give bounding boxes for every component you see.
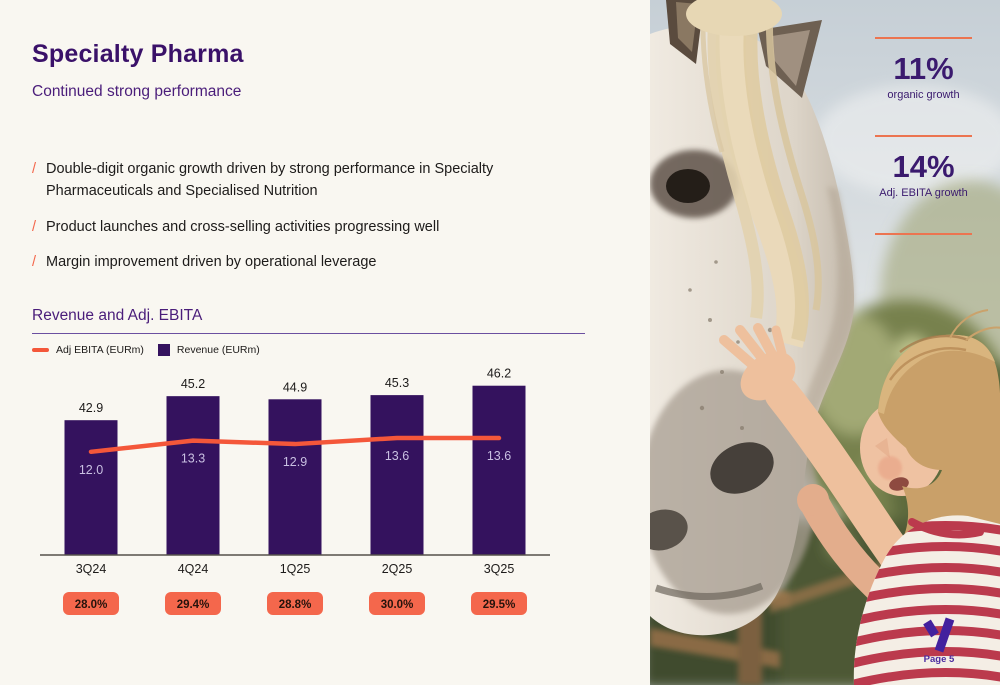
revenue-value-label: 42.9	[79, 401, 103, 415]
photo-panel: 11% organic growth 14% Adj. EBITA growth…	[650, 0, 1000, 685]
line-series-swatch	[32, 348, 49, 352]
ebita-value-label: 13.6	[487, 449, 511, 463]
brand-block: Page 5	[920, 617, 958, 665]
vimian-v-logo-icon	[923, 617, 955, 653]
kpi-value-organic-growth: 11%	[893, 51, 954, 86]
margin-badge	[471, 592, 527, 615]
bullet-text: Product launches and cross-selling activ…	[46, 218, 440, 235]
revenue-value-label: 45.3	[385, 376, 409, 390]
kpi-label-organic-growth: organic growth	[887, 89, 960, 102]
content-panel: Specialty Pharma Continued strong perfor…	[32, 40, 620, 615]
bullet-text: Margin improvement driven by operational…	[46, 254, 377, 271]
revenue-value-label: 45.2	[181, 377, 205, 391]
kpi-divider	[875, 233, 972, 236]
revenue-ebita-chart: 42.9 3Q24 45.2 4Q24 44.9 1Q25 45.3 2Q25 46.2 3Q25…	[40, 367, 550, 615]
revenue-bar	[370, 395, 424, 555]
page-subtitle: Continued strong performance	[32, 83, 242, 100]
ebita-value-label: 13.6	[385, 449, 409, 463]
bar-series-swatch	[157, 344, 170, 356]
bullet-text: Double-digit organic growth driven by st…	[46, 161, 494, 199]
margin-badge	[267, 592, 323, 615]
ebita-value-label: 13.3	[181, 452, 205, 466]
bar-series-label: Revenue (EURm)	[176, 344, 260, 356]
bullet-item: / Product launches and cross-selling act…	[32, 217, 512, 239]
margin-badge	[369, 592, 425, 615]
bullet-item: / Margin improvement driven by operation…	[32, 252, 512, 274]
x-axis-label: 1Q25	[280, 562, 311, 576]
page-title: Specialty Pharma	[32, 40, 244, 68]
margin-badge-label: 29.4%	[177, 599, 210, 611]
ebita-value-label: 12.0	[79, 463, 103, 477]
margin-badge-label: 30.0%	[381, 599, 414, 611]
revenue-value-label: 44.9	[283, 380, 307, 394]
margin-badge-label: 29.5%	[483, 599, 516, 611]
x-axis-label: 2Q25	[382, 562, 413, 576]
revenue-bar	[166, 396, 220, 555]
x-axis-label: 3Q24	[76, 562, 107, 576]
cloud	[815, 85, 1000, 195]
revenue-bar	[472, 385, 526, 555]
line-series-label: Adj EBITA (EURm)	[56, 344, 144, 356]
margin-badge	[63, 592, 119, 615]
kpi-value-ebita-growth: 14%	[892, 149, 955, 185]
kpi-divider	[875, 135, 972, 138]
margin-badge-label: 28.0%	[75, 599, 108, 611]
margin-badge-label: 28.8%	[279, 599, 312, 611]
photo-horse-child	[650, 0, 1000, 685]
revenue-value-label: 46.2	[487, 367, 511, 381]
x-axis-label: 4Q24	[178, 562, 209, 576]
margin-badge	[165, 592, 221, 615]
x-axis-label: 3Q25	[484, 562, 515, 576]
horse-mane	[686, 0, 822, 348]
ebita-value-label: 12.9	[283, 455, 307, 469]
bullet-item: / Double-digit organic growth driven by …	[32, 159, 512, 203]
revenue-bar	[268, 399, 322, 555]
kpi-overlay: 11% organic growth 14% Adj. EBITA growth	[875, 0, 972, 236]
horse-illustration	[650, 0, 855, 636]
chart-legend: Adj EBITA (EURm) Revenue (EURm)	[32, 344, 620, 356]
revenue-bar	[64, 420, 118, 555]
kpi-divider	[875, 37, 972, 39]
bullet-slash-marker: /	[32, 218, 37, 235]
child-illustration	[719, 309, 1000, 685]
ebita-line	[88, 435, 502, 455]
chart-section-title: Revenue and Adj. EBITA	[32, 307, 585, 334]
page-number: Page 5	[923, 654, 955, 665]
bullet-list: / Double-digit organic growth driven by …	[32, 159, 620, 274]
bullet-slash-marker: /	[32, 161, 37, 177]
kpi-label-ebita-growth: Adj. EBITA growth	[879, 187, 968, 200]
bullet-slash-marker: /	[32, 254, 37, 271]
